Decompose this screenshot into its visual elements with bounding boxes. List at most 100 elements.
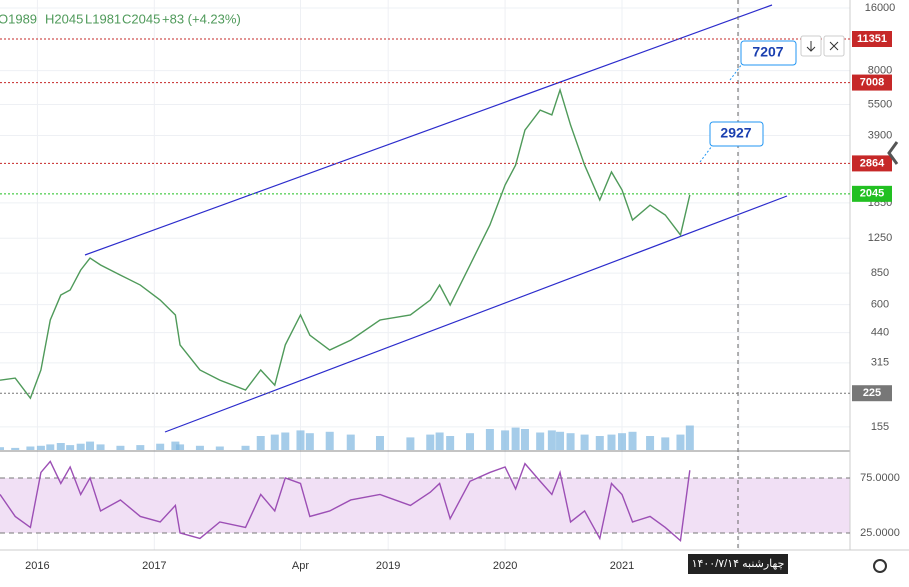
x-tick-label: 2017 xyxy=(142,560,166,572)
callout-box[interactable] xyxy=(709,121,764,147)
volume-bar xyxy=(595,436,604,450)
level-label: 7008 xyxy=(860,76,884,88)
volume-bar xyxy=(685,425,694,450)
y-tick-label: 3900 xyxy=(868,129,892,141)
y-tick-label: 5500 xyxy=(868,98,892,110)
x-tick-label: 2019 xyxy=(376,560,400,572)
volume-bar xyxy=(346,434,355,450)
level-badge xyxy=(852,385,892,402)
volume-bar xyxy=(566,433,575,450)
volume-bar xyxy=(661,437,670,450)
callout-pointer xyxy=(699,145,713,163)
volume-bar xyxy=(241,445,250,450)
volume-bar xyxy=(0,447,4,450)
volume-bar xyxy=(536,432,545,450)
volume-bar xyxy=(466,433,475,450)
close: C2045 xyxy=(122,11,160,26)
channel-upper xyxy=(84,4,773,256)
volume-bar xyxy=(406,437,415,450)
volume-bar xyxy=(446,436,455,450)
close-icon xyxy=(829,41,839,51)
volume-bar xyxy=(520,429,529,450)
volume-bar xyxy=(76,443,85,450)
rsi-line xyxy=(0,460,691,543)
volume-bar xyxy=(281,432,290,450)
volume-bar xyxy=(11,447,20,450)
volume-bar xyxy=(511,427,520,450)
y-tick-label: 1250 xyxy=(868,232,892,244)
y-tick-label: 850 xyxy=(871,267,889,279)
level-label: 225 xyxy=(863,387,881,399)
y-tick-label: 155 xyxy=(871,421,889,433)
volume-bar xyxy=(296,430,305,450)
volume-bar xyxy=(435,432,444,450)
level-badge xyxy=(852,31,892,48)
volume-bar xyxy=(136,445,145,450)
high: H2045 xyxy=(45,11,83,26)
level-label: 2045 xyxy=(860,188,884,200)
level-badge xyxy=(852,155,892,172)
volume-bar xyxy=(176,444,185,450)
level-label: 11351 xyxy=(857,33,887,45)
collapse-arrow[interactable] xyxy=(887,141,899,165)
volume-bar xyxy=(646,436,655,450)
marks: 20162017Apr20192020202120221600080005500… xyxy=(0,2,900,572)
callout-box[interactable] xyxy=(740,40,797,66)
volume-bar xyxy=(556,431,565,450)
x-tick-label: Apr xyxy=(292,560,309,572)
volume-bar xyxy=(628,431,637,450)
volume-bar xyxy=(676,434,685,450)
volume-bar xyxy=(547,430,556,450)
price-line xyxy=(0,87,691,400)
volume-bar xyxy=(256,436,265,450)
volume-bar xyxy=(46,444,55,450)
x-tick-label: 2020 xyxy=(493,560,517,572)
ohlc-header: O1989 H2045 L1981 C2045 +83 (+4.23%) xyxy=(0,11,241,26)
level-badge xyxy=(852,185,892,202)
y-tick-label: 16000 xyxy=(865,2,896,14)
volume-bar xyxy=(56,443,65,450)
rsi-band xyxy=(0,477,850,533)
volume-bar xyxy=(270,434,279,450)
level-badge xyxy=(852,74,892,91)
volume-bar xyxy=(116,445,125,450)
volume-bar xyxy=(96,444,105,450)
volume-bar xyxy=(156,443,165,450)
volume-bar xyxy=(215,446,224,450)
y-tick-label: 315 xyxy=(871,357,889,369)
rsi-tick-label: 75.0000 xyxy=(860,472,900,484)
callout-text: 2927 xyxy=(720,125,751,141)
volume-bar xyxy=(305,433,314,450)
y-tick-label: 600 xyxy=(871,299,889,311)
down-icon xyxy=(806,41,816,52)
volume-bar xyxy=(375,436,384,450)
volume-bar xyxy=(171,441,180,450)
volume-bar xyxy=(86,441,95,450)
callout-pointer xyxy=(729,63,743,81)
volume-bar xyxy=(426,434,435,450)
volume-bar xyxy=(66,445,75,450)
open: O1989 xyxy=(0,11,37,26)
volume-bar xyxy=(607,434,616,450)
cursor-date: ۱۴۰۰/۷/۱۴ چهارشنبه xyxy=(692,558,785,570)
volume-bar xyxy=(501,430,510,450)
volume-bar xyxy=(26,446,35,450)
channel-lower xyxy=(164,195,788,433)
volume-bar xyxy=(618,433,627,450)
volume-bar xyxy=(485,429,494,450)
low: L1981 xyxy=(85,11,121,26)
x-tick-label: 2016 xyxy=(25,560,49,572)
volume-bar xyxy=(36,445,45,450)
callout-text: 7207 xyxy=(752,44,783,60)
y-tick-label: 8000 xyxy=(868,65,892,77)
volume-bar xyxy=(580,434,589,450)
volume-bar xyxy=(325,431,334,450)
volume-bar xyxy=(195,445,204,450)
x-tick-label: 2021 xyxy=(610,560,634,572)
cursor-date-box xyxy=(688,554,788,574)
settings-icon[interactable] xyxy=(873,559,887,573)
rsi-tick-label: 25.0000 xyxy=(860,527,900,539)
y-tick-label: 440 xyxy=(871,327,889,339)
level-label: 2864 xyxy=(860,157,885,169)
